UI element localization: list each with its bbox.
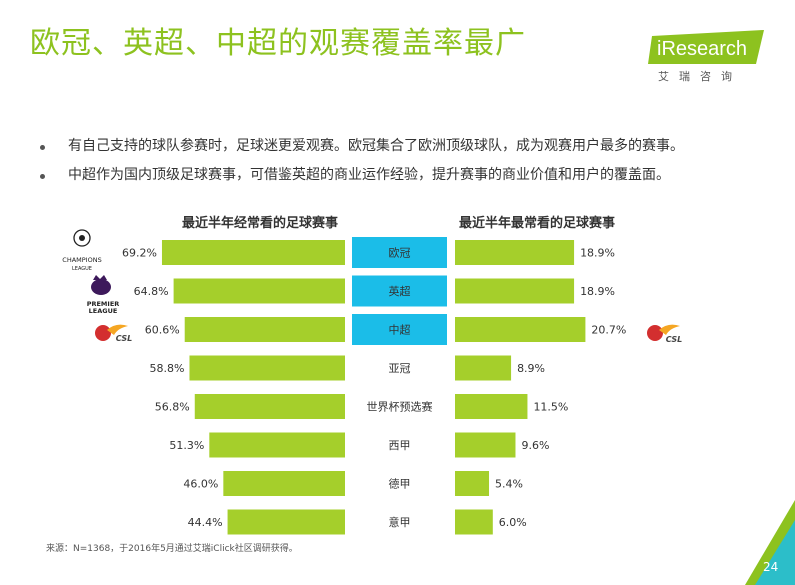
- page-number: 24: [763, 560, 779, 574]
- bar-left: [209, 432, 345, 458]
- bar-right: [455, 432, 516, 458]
- category-label: 英超: [389, 284, 411, 298]
- page-title: 欧冠、英超、中超的观赛覆盖率最广: [30, 26, 526, 61]
- csl-emblem-icon: [95, 325, 111, 341]
- bar-left-label: 64.8%: [134, 285, 169, 298]
- premier-league-logo: PREMIER LEAGUE: [87, 275, 120, 315]
- epl-logo-text-2: LEAGUE: [89, 307, 118, 315]
- bar-right: [455, 278, 575, 304]
- bar-left-label: 46.0%: [183, 478, 218, 491]
- category-highlight: [352, 275, 447, 307]
- category-label: 欧冠: [389, 247, 411, 260]
- champions-league-logo: CHAMPIONS LEAGUE: [62, 229, 102, 272]
- csl-logo-left: CSL: [95, 324, 132, 343]
- logo-subtext: 艾瑞咨询: [658, 70, 742, 83]
- bullet-item: 中超作为国内顶级足球赛事，可借鉴英超的商业运作经验，提升赛事的商业价值和用户的覆…: [38, 161, 684, 190]
- bar-right-label: 20.7%: [591, 324, 626, 337]
- bar-left-label: 51.3%: [169, 439, 204, 452]
- bar-left: [161, 240, 345, 265]
- category-highlight: [352, 314, 447, 345]
- logo-text: iResearch: [657, 38, 748, 60]
- bar-right-label: 8.9%: [517, 362, 545, 375]
- right-chart-title: 最近半年最常看的足球赛事: [459, 215, 615, 231]
- bar-left-label: 44.4%: [188, 516, 223, 529]
- bar-right: [455, 471, 490, 496]
- bullet-list: 有自己支持的球队参赛时，足球迷更爱观赛。欧冠集合了欧洲顶级球队，成为观赛用户最多…: [38, 132, 684, 190]
- bar-left: [223, 471, 345, 496]
- category-label: 西甲: [389, 439, 411, 452]
- bar-left-label: 69.2%: [122, 247, 157, 260]
- bar-right: [455, 509, 493, 535]
- bar-left-label: 56.8%: [155, 401, 190, 414]
- category-label: 意甲: [389, 515, 411, 529]
- bar-right-label: 11.5%: [533, 401, 568, 414]
- left-chart-title: 最近半年经常看的足球赛事: [182, 215, 338, 231]
- csl-flame-icon: [659, 324, 680, 335]
- bar-right-label: 5.4%: [495, 478, 523, 491]
- bar-right-label: 6.0%: [499, 516, 527, 529]
- category-label: 德甲: [389, 477, 411, 491]
- csl-logo-right: CSL: [647, 324, 682, 344]
- bar-left-label: 60.6%: [145, 324, 180, 337]
- bar-left: [189, 355, 345, 381]
- csl-logo-text: CSL: [666, 335, 682, 344]
- category-label: 世界杯预选赛: [367, 400, 433, 414]
- bar-right: [455, 317, 586, 342]
- bar-right-label: 18.9%: [580, 247, 615, 260]
- ball-star-icon: [79, 235, 85, 241]
- epl-logo-text-1: PREMIER: [87, 300, 120, 308]
- bar-right: [455, 394, 528, 419]
- lion-head-icon: [91, 279, 111, 295]
- csl-logo-text: CSL: [116, 334, 132, 343]
- bar-right-label: 9.6%: [521, 439, 549, 452]
- bar-right: [455, 240, 575, 265]
- source-note: 来源：N=1368，于2016年5月通过艾瑞iClick社区调研获得。: [46, 544, 298, 554]
- category-label: 亚冠: [389, 362, 411, 375]
- bar-right: [455, 355, 512, 381]
- ucl-logo-text-1: CHAMPIONS: [62, 256, 101, 264]
- csl-emblem-icon: [647, 325, 663, 341]
- bar-left: [227, 509, 345, 535]
- bar-right-label: 18.9%: [580, 285, 615, 298]
- bar-left: [173, 278, 345, 304]
- bar-left-label: 58.8%: [150, 362, 185, 375]
- crown-icon: [93, 275, 107, 280]
- ucl-logo-text-2: LEAGUE: [72, 266, 92, 272]
- iresearch-logo: iResearch 艾瑞咨询: [648, 30, 768, 83]
- category-label: 中超: [389, 323, 411, 337]
- bullet-item: 有自己支持的球队参赛时，足球迷更爱观赛。欧冠集合了欧洲顶级球队，成为观赛用户最多…: [38, 132, 684, 161]
- category-highlight: [352, 237, 447, 268]
- csl-flame-icon: [107, 324, 128, 335]
- logo-banner-icon: [648, 30, 764, 64]
- bar-left: [184, 317, 345, 342]
- bar-left: [194, 394, 345, 419]
